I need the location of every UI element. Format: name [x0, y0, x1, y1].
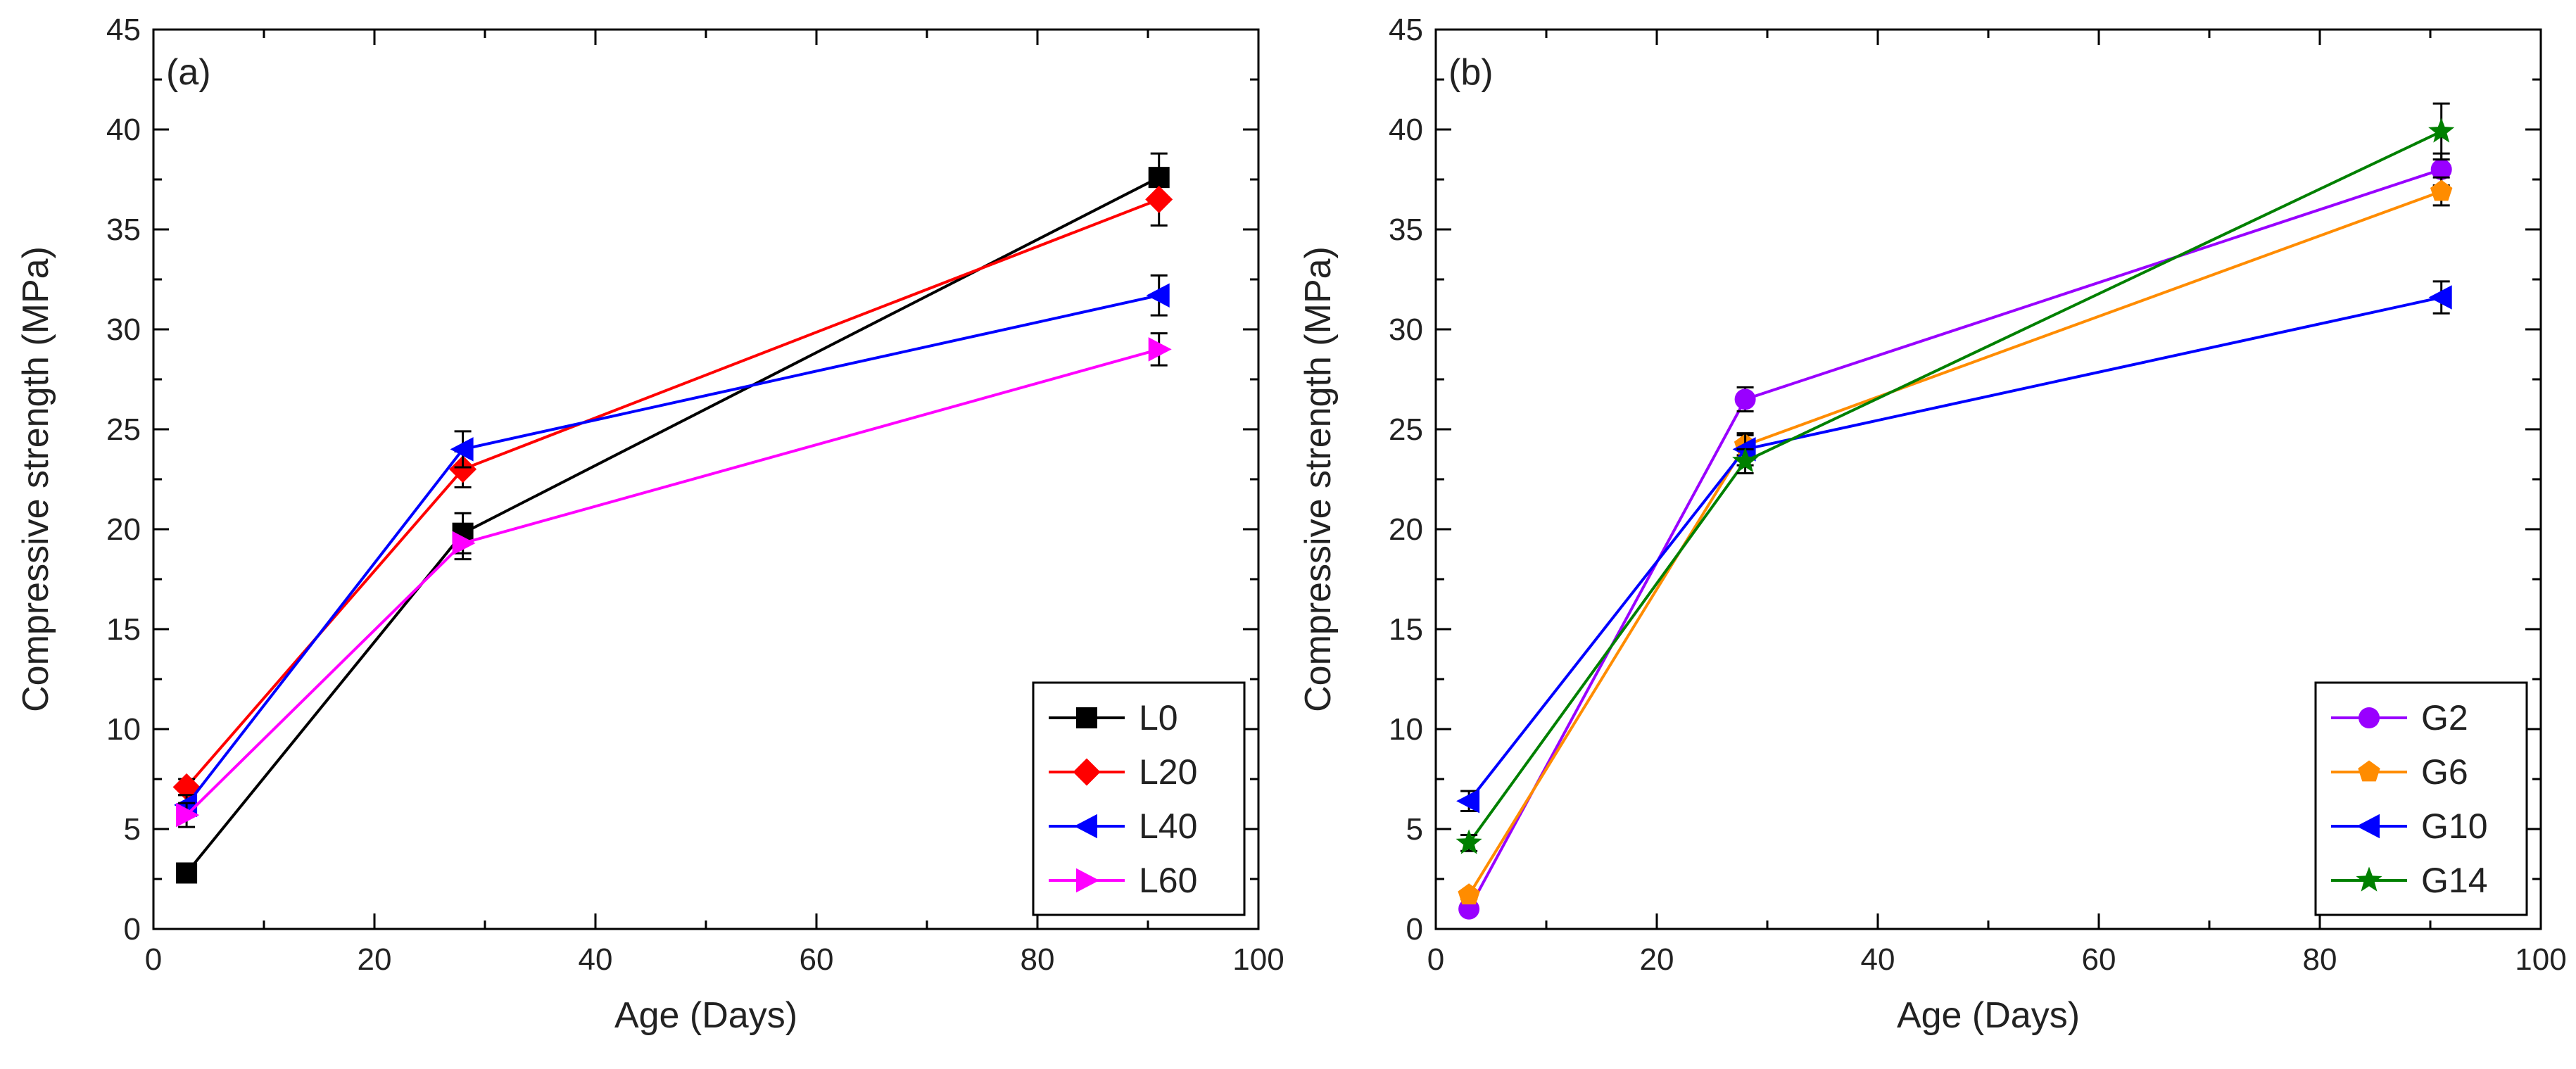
y-tick-label: 15	[106, 612, 141, 647]
x-axis-label: Age (Days)	[614, 995, 797, 1036]
data-point	[452, 531, 476, 556]
y-tick-label: 25	[1389, 412, 1423, 447]
legend-box	[1032, 681, 1246, 916]
y-tick-label: 45	[1389, 13, 1423, 47]
x-axis-label: Age (Days)	[1897, 995, 2080, 1036]
x-tick-label: 40	[579, 942, 613, 977]
y-tick-label: 0	[1406, 912, 1423, 947]
data-point	[450, 437, 474, 462]
data-point	[1734, 388, 1756, 410]
series-L60	[176, 332, 1172, 828]
legend-label-G2: G2	[2421, 698, 2468, 738]
y-tick-label: 35	[106, 213, 141, 247]
chart-panel-a: 0 20 40 60 80 100 0 5 10 15 20 25 30 35 40 45 Age (Days)…	[15, 13, 1284, 1036]
x-tick-label: 20	[1640, 942, 1674, 977]
y-tick-label: 35	[1389, 213, 1423, 247]
y-tick-label: 10	[106, 712, 141, 747]
y-tick-label: 15	[1389, 612, 1423, 647]
y-tick-label: 5	[124, 812, 141, 847]
series-L40	[174, 274, 1170, 818]
y-tick-label: 0	[124, 912, 141, 947]
legend-marker-G14	[2356, 866, 2382, 892]
x-tick-label: 0	[1427, 942, 1444, 977]
x-tick-label: 60	[800, 942, 834, 977]
series-line	[185, 348, 1160, 816]
y-axis-label: Compressive strength (MPa)	[15, 246, 56, 712]
legend-label-G14: G14	[2421, 861, 2488, 900]
legend-label-G6: G6	[2421, 752, 2468, 792]
legend-box	[2314, 681, 2528, 916]
chart-panel-b: 0 20 40 60 80 100 0 5 10 15 20 25 30 35 40 45 Age (Days)…	[1298, 13, 2567, 1036]
series-L0	[176, 152, 1170, 884]
series-line	[185, 176, 1160, 874]
data-point	[1145, 185, 1173, 213]
x-tick-label: 0	[145, 942, 162, 977]
series-line	[1467, 190, 2442, 896]
legend-label-L20: L20	[1139, 752, 1197, 792]
data-point	[2430, 179, 2453, 201]
y-tick-label: 20	[1389, 512, 1423, 547]
series-line	[1467, 130, 2442, 845]
panel-label: (a)	[166, 52, 211, 93]
data-point	[1148, 337, 1172, 362]
series-G6	[1458, 176, 2453, 905]
legend-label-G10: G10	[2421, 807, 2488, 846]
x-tick-label: 100	[2515, 942, 2566, 977]
y-tick-label: 30	[106, 312, 141, 347]
series-line	[1467, 296, 2442, 802]
series-line	[185, 198, 1160, 788]
legend-marker-L0	[1076, 707, 1097, 728]
y-tick-label: 30	[1389, 312, 1423, 347]
series-G14	[1456, 102, 2455, 854]
data-point	[1456, 829, 1482, 854]
data-point	[1456, 788, 1480, 814]
y-tick-label: 40	[1389, 113, 1423, 147]
x-tick-label: 40	[1861, 942, 1895, 977]
legend-marker-G10	[2356, 814, 2380, 839]
data-point	[2430, 158, 2452, 180]
data-point	[1732, 447, 1759, 473]
series-G2	[1458, 152, 2452, 920]
panel-label: (b)	[1448, 52, 1494, 93]
y-tick-label: 20	[106, 512, 141, 547]
y-axis-label: Compressive strength (MPa)	[1298, 246, 1339, 712]
legend-label-L60: L60	[1139, 861, 1197, 900]
legend-marker-G6	[2358, 760, 2380, 782]
y-tick-label: 45	[106, 13, 141, 47]
data-point	[2428, 285, 2452, 310]
x-tick-label: 20	[358, 942, 392, 977]
y-tick-label: 25	[106, 412, 141, 447]
legend-label-L0: L0	[1139, 698, 1178, 738]
legend: G2 G6 G10 G14	[2314, 681, 2528, 916]
x-tick-label: 60	[2082, 942, 2116, 977]
y-tick-label: 5	[1406, 812, 1423, 847]
legend-marker-L40	[1074, 814, 1097, 839]
legend-marker-L20	[1073, 758, 1101, 786]
data-point	[1146, 283, 1170, 308]
x-tick-label: 100	[1232, 942, 1284, 977]
x-tick-label: 80	[2303, 942, 2337, 977]
x-tick-label: 80	[1021, 942, 1055, 977]
y-tick-label: 10	[1389, 712, 1423, 747]
y-tick-label: 40	[106, 113, 141, 147]
series-line	[185, 293, 1160, 807]
series-line	[1467, 167, 2442, 910]
legend: L0 L20 L40 L60	[1032, 681, 1246, 916]
legend-marker-L60	[1076, 868, 1099, 893]
data-point	[2428, 118, 2455, 143]
legend-marker-G2	[2359, 707, 2380, 728]
data-point	[176, 862, 198, 884]
legend-label-L40: L40	[1139, 807, 1197, 846]
data-point	[1458, 883, 1480, 905]
data-point	[176, 802, 200, 828]
data-point	[449, 455, 477, 483]
